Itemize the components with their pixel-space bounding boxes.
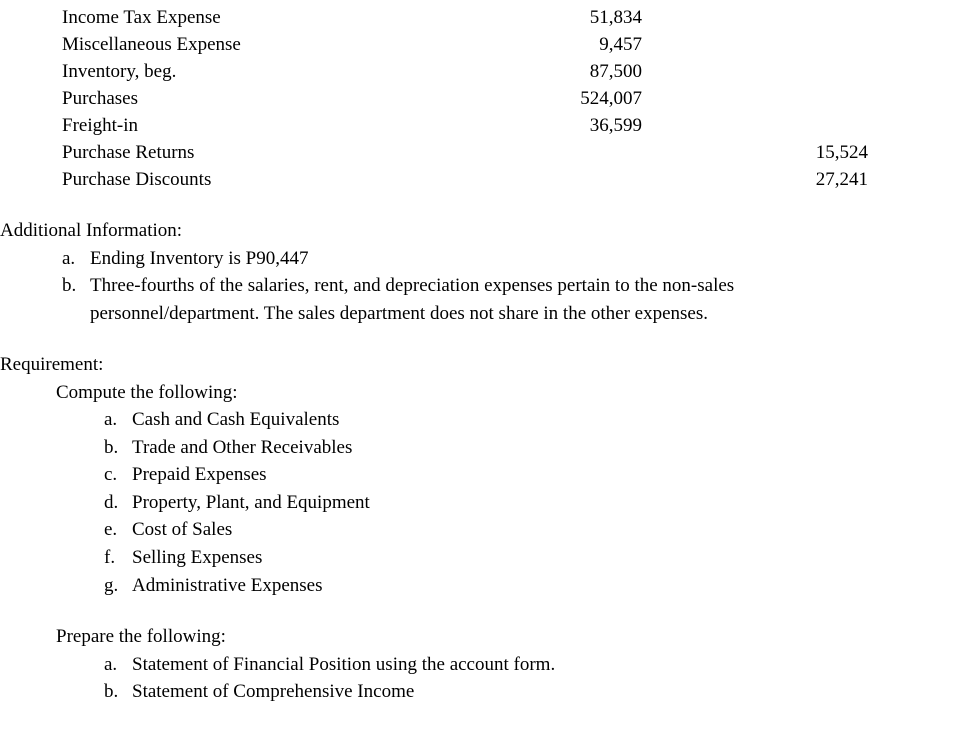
list-marker: c. [104,461,132,489]
list-text: Cash and Cash Equivalents [132,406,978,434]
account-value-col1: 36,599 [512,112,642,140]
list-text: Statement of Comprehensive Income [132,678,978,706]
compute-list: a. Cash and Cash Equivalents b. Trade an… [104,406,978,599]
list-text: Prepaid Expenses [132,461,978,489]
additional-info-heading: Additional Information: [0,217,978,245]
table-row: Purchase Returns 15,524 [62,139,872,166]
list-item: b. Trade and Other Receivables [104,434,978,462]
requirement-heading: Requirement: [0,351,978,379]
account-value-col1: 9,457 [512,31,642,59]
account-value-col1: 524,007 [512,85,642,113]
list-marker: g. [104,572,132,600]
list-marker: b. [104,434,132,462]
account-value-col2: 27,241 [642,166,868,194]
list-item: a. Cash and Cash Equivalents [104,406,978,434]
account-value-col1: 87,500 [512,58,642,86]
table-row: Miscellaneous Expense 9,457 [62,31,872,58]
list-item: d. Property, Plant, and Equipment [104,489,978,517]
account-value-col2: 15,524 [642,139,868,167]
table-row: Freight-in 36,599 [62,112,872,139]
account-label: Freight-in [62,112,512,140]
account-label: Purchase Returns [62,139,512,167]
list-marker: d. [104,489,132,517]
compute-intro: Compute the following: [56,379,978,407]
prepare-intro: Prepare the following: [56,623,978,651]
list-item: g. Administrative Expenses [104,572,978,600]
list-text: Statement of Financial Position using th… [132,651,978,679]
list-marker: f. [104,544,132,572]
table-row: Income Tax Expense 51,834 [62,4,872,31]
table-row: Purchase Discounts 27,241 [62,166,872,193]
account-label: Inventory, beg. [62,58,512,86]
list-text: Three-fourths of the salaries, rent, and… [90,272,978,327]
account-label: Purchases [62,85,512,113]
list-marker: b. [62,272,90,327]
account-label: Income Tax Expense [62,4,512,32]
list-item: a. Ending Inventory is P90,447 [62,245,978,273]
list-marker: e. [104,516,132,544]
list-item: b. Statement of Comprehensive Income [104,678,978,706]
list-text: Administrative Expenses [132,572,978,600]
list-item: a. Statement of Financial Position using… [104,651,978,679]
account-label: Purchase Discounts [62,166,512,194]
list-marker: a. [104,651,132,679]
additional-info-list: a. Ending Inventory is P90,447 b. Three-… [62,245,978,328]
table-row: Purchases 524,007 [62,85,872,112]
list-item: f. Selling Expenses [104,544,978,572]
list-text: Selling Expenses [132,544,978,572]
list-text: Trade and Other Receivables [132,434,978,462]
table-row: Inventory, beg. 87,500 [62,58,872,85]
list-marker: a. [104,406,132,434]
list-marker: a. [62,245,90,273]
list-text: Ending Inventory is P90,447 [90,245,978,273]
prepare-list: a. Statement of Financial Position using… [104,651,978,706]
list-marker: b. [104,678,132,706]
list-item: c. Prepaid Expenses [104,461,978,489]
list-text: Property, Plant, and Equipment [132,489,978,517]
list-text: Cost of Sales [132,516,978,544]
list-item: e. Cost of Sales [104,516,978,544]
accounts-table: Income Tax Expense 51,834 Miscellaneous … [62,4,872,193]
account-label: Miscellaneous Expense [62,31,512,59]
list-item: b. Three-fourths of the salaries, rent, … [62,272,978,327]
account-value-col1: 51,834 [512,4,642,32]
